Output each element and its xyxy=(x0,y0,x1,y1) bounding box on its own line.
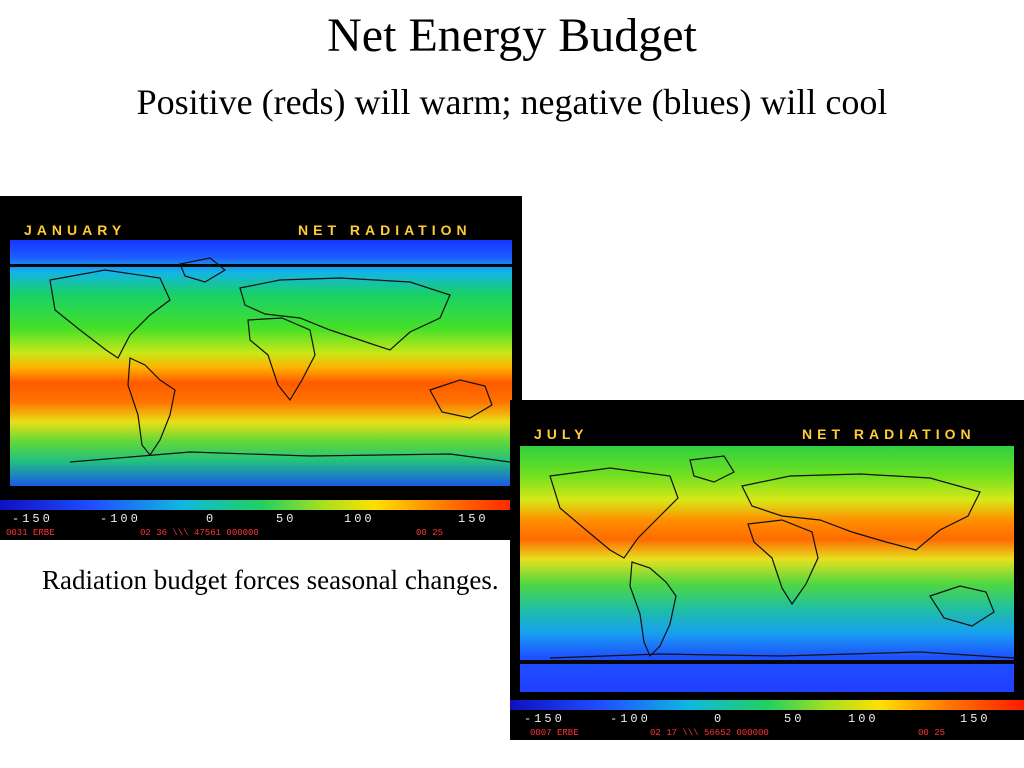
january-month-label: JANUARY xyxy=(24,222,127,238)
january-net-radiation-label: NET RADIATION xyxy=(298,222,472,238)
january-tick-minus100: -100 xyxy=(100,512,141,526)
july-tick-minus150: -150 xyxy=(524,712,565,726)
january-scale-ticks: -150 -100 0 50 100 150 xyxy=(0,512,522,526)
january-footer-mid: 02 36 \\\ 47561 000000 xyxy=(140,528,259,538)
july-continent-outlines xyxy=(549,455,1014,659)
january-tick-100: 100 xyxy=(344,512,375,526)
july-color-scale-bar xyxy=(510,700,1024,710)
january-footer-right: 00 25 xyxy=(416,528,444,538)
july-footer-mid: 02 17 \\\ 56652 000000 xyxy=(650,728,769,738)
july-net-radiation-label: NET RADIATION xyxy=(802,426,976,442)
july-month-label: JULY xyxy=(534,426,589,442)
slide-caption: Radiation budget forces seasonal changes… xyxy=(42,565,499,595)
july-tick-0: 0 xyxy=(714,712,725,726)
july-tick-minus100: -100 xyxy=(610,712,651,726)
july-footer-right: 00 25 xyxy=(918,728,946,738)
january-tick-150: 150 xyxy=(458,512,489,526)
january-continent-outlines xyxy=(49,257,511,463)
january-radiation-map xyxy=(10,240,512,486)
july-radiation-map xyxy=(520,446,1014,692)
january-tick-minus150: -150 xyxy=(12,512,53,526)
july-footer-line: 0007 ERBE 02 17 \\\ 56652 000000 00 25 xyxy=(510,728,1024,738)
january-footer-line: 0031 ERBE 02 36 \\\ 47561 000000 00 25 xyxy=(0,528,522,538)
july-tick-100: 100 xyxy=(848,712,879,726)
july-footer-left: 0007 ERBE xyxy=(530,728,579,738)
january-tick-50: 50 xyxy=(276,512,297,526)
july-scale-ticks: -150 -100 0 50 100 150 xyxy=(510,712,1024,726)
july-tick-50: 50 xyxy=(784,712,805,726)
july-tick-150: 150 xyxy=(960,712,991,726)
january-tick-0: 0 xyxy=(206,512,217,526)
january-color-scale-bar xyxy=(0,500,522,510)
july-net-radiation-panel: JULY NET RADIATION xyxy=(510,400,1024,740)
january-footer-left: 0031 ERBE xyxy=(6,528,55,538)
slide-title: Net Energy Budget xyxy=(327,9,697,62)
january-net-radiation-panel: JANUARY NET RADIATION xyxy=(0,196,522,540)
slide-subtitle: Positive (reds) will warm; negative (blu… xyxy=(136,82,888,122)
